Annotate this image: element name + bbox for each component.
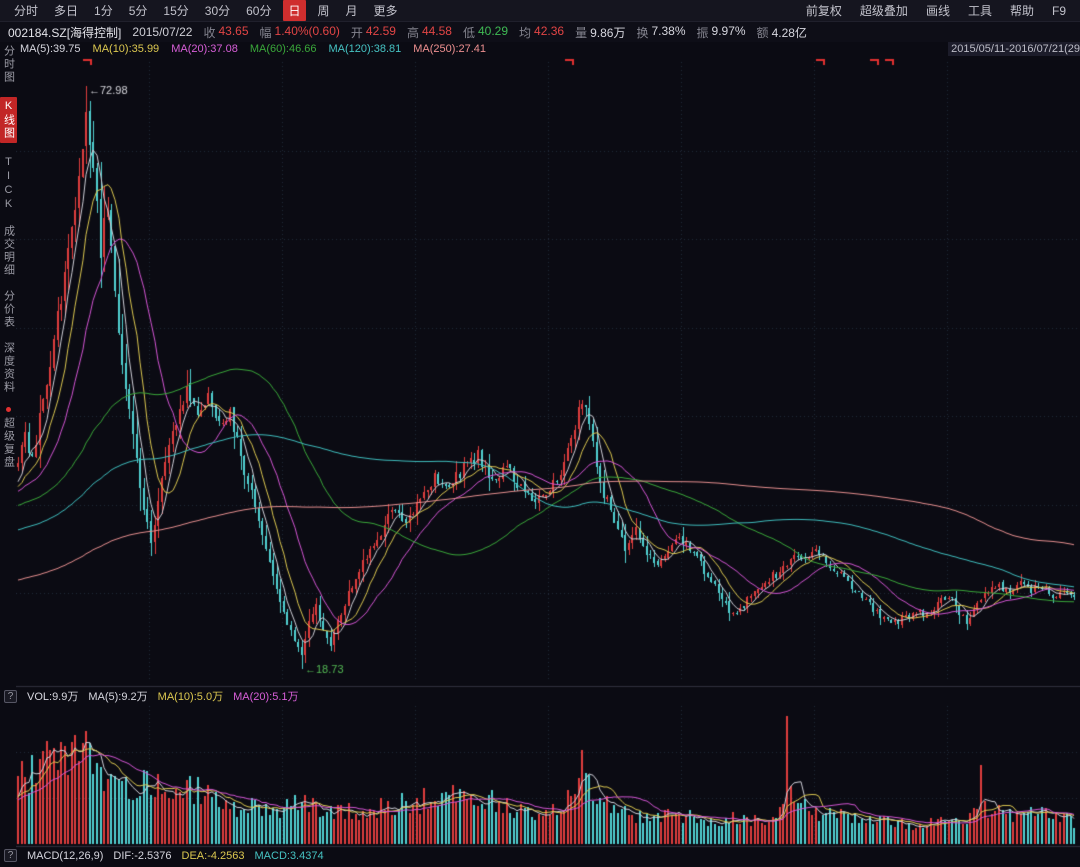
field-volume: 量 9.86万 [575,25,626,40]
field-open: 开 42.59 [350,23,396,40]
vol-ma5-value: MA(5):9.2万 [88,691,148,703]
period-tab-intraday[interactable]: 分时 [14,4,39,18]
period-tab-monthly[interactable]: 月 [345,4,358,18]
vol-ma10-value: MA(10):5.0万 [157,691,224,703]
date-range-label: 2015/05/11-2016/07/21(29 [948,42,1080,56]
macd-dif-value: DIF:-2.5376 [113,849,172,862]
field-average: 均 42.36 [519,23,565,40]
adjust-mode-button[interactable]: 前复权 [805,4,842,18]
field-amount: 额 4.28亿 [756,25,807,40]
field-high: 高 44.58 [406,23,452,40]
sidebar-item-trade-details[interactable]: 成交明细 [2,225,15,277]
macd-help-icon[interactable]: ? [4,849,17,862]
sidebar-item-super-replay[interactable]: 超级复盘 [2,417,15,469]
macd-params: MACD(12,26,9) [27,849,104,862]
ma20-legend: MA(20):37.08 [171,43,238,55]
left-sidebar: 分时图 K线图 TICK 成交明细 分价表 深度资料 超级复盘 [0,42,17,867]
draw-line-button[interactable]: 画线 [925,4,950,18]
ma10-legend: MA(10):35.99 [92,43,160,55]
ma60-legend: MA(60):46.66 [249,43,317,55]
sidebar-item-tick[interactable]: TICK [2,156,15,212]
notification-dot [5,407,11,412]
f9-button[interactable]: F9 [1051,3,1066,18]
stock-info-bar: 002184.SZ[海得控制] 2015/07/22 收 43.65 幅 1.40%… [0,22,1080,42]
sidebar-item-intraday-chart[interactable]: 分时图 [2,45,15,84]
field-turnover: 换 7.38% [636,23,686,40]
volume-help-icon[interactable]: ? [4,689,17,703]
macd-dea-value: DEA:-4.2563 [181,849,245,862]
sidebar-item-kline-chart[interactable]: K线图 [0,97,17,143]
kline-chart-canvas[interactable] [16,58,1080,867]
sidebar-item-depth-info[interactable]: 深度资料 [2,342,15,394]
stock-code: 002184.SZ[海得控制] [8,25,122,40]
field-close: 收 43.65 [203,23,249,40]
period-tab-more[interactable]: 更多 [373,4,398,18]
period-tab-30min[interactable]: 30分 [204,4,231,18]
macd-value: MACD:3.4374 [254,849,324,862]
ma-legend: MA(5):39.75 MA(10):35.99 MA(20):37.08 MA… [20,43,486,57]
top-toolbar: 分时 多日 1分 5分 15分 30分 60分 日 周 月 更多 前复权 超级叠… [0,0,1080,22]
help-button[interactable]: 帮助 [1009,4,1034,18]
period-tab-15min[interactable]: 15分 [163,4,189,18]
vol-ma20-value: MA(20):5.1万 [233,691,299,703]
ma250-legend: MA(250):27.41 [413,43,487,55]
volume-legend: ? VOL:9.9万 MA(5):9.2万 MA(10):5.0万 MA(20)… [4,688,299,704]
period-tab-daily[interactable]: 日 [283,0,306,21]
macd-legend: ? MACD(12,26,9) DIF:-2.5376 DEA:-4.2563 … [4,849,324,862]
field-change: 幅 1.40%(0.60) [259,23,340,40]
sidebar-item-price-table[interactable]: 分价表 [2,290,15,329]
period-tab-1min[interactable]: 1分 [94,4,113,18]
toolbar-right-group: 前复权 超级叠加 画线 工具 帮助 F9 [798,0,1074,21]
ma120-legend: MA(120):38.81 [328,43,402,55]
field-amplitude: 振 9.97% [696,23,746,40]
period-tab-multiday[interactable]: 多日 [54,4,79,18]
period-tab-weekly[interactable]: 周 [317,4,330,18]
tools-button[interactable]: 工具 [967,4,992,18]
vol-value: VOL:9.9万 [27,691,79,703]
field-low: 低 40.29 [462,23,509,40]
ma5-legend: MA(5):39.75 [20,43,81,55]
period-tabs: 分时 多日 1分 5分 15分 30分 60分 日 周 月 更多 [6,0,406,21]
period-tab-5min[interactable]: 5分 [128,4,148,18]
period-tab-60min[interactable]: 60分 [246,4,272,18]
super-overlay-button[interactable]: 超级叠加 [859,4,908,18]
bar-date: 2015/07/22 [132,25,193,39]
